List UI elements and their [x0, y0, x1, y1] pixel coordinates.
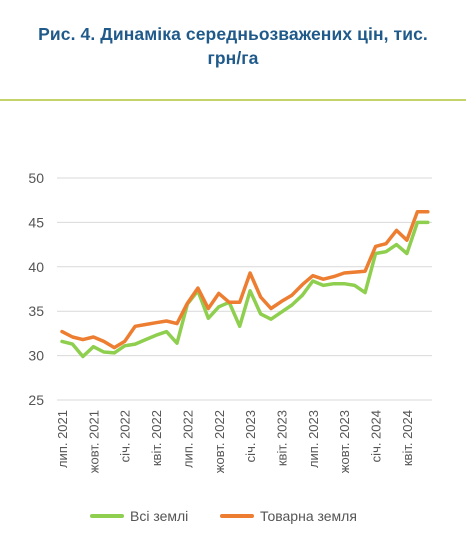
legend: Всі землі Товарна земля — [90, 508, 357, 524]
chart-title-line-2: грн/га — [207, 48, 259, 68]
series-lines — [60, 209, 430, 359]
x-tick-label: січ. 2023 — [243, 410, 258, 462]
series-line-all-lands — [60, 220, 430, 359]
y-axis-ticks: 25 30 35 40 45 50 — [28, 170, 44, 408]
x-tick-label: жовт. 2023 — [337, 410, 352, 473]
y-tick-label: 45 — [28, 214, 44, 230]
chart-title-line-1: Рис. 4. Динаміка середньозважених цін, т… — [38, 24, 428, 44]
title-divider — [0, 99, 466, 101]
legend-label-0: Всі землі — [130, 508, 188, 524]
x-tick-label: квіт. 2022 — [149, 410, 164, 466]
x-tick-label: квіт. 2024 — [400, 410, 415, 466]
y-tick-label: 50 — [28, 170, 44, 186]
y-tick-label: 40 — [28, 259, 44, 275]
x-tick-label: січ. 2024 — [369, 410, 384, 462]
x-tick-label: жовт. 2021 — [86, 410, 101, 473]
x-tick-label: квіт. 2023 — [274, 410, 289, 466]
y-tick-label: 30 — [28, 348, 44, 364]
x-tick-label: січ. 2022 — [118, 410, 133, 462]
y-tick-label: 35 — [28, 303, 44, 319]
legend-label-1: Товарна земля — [260, 508, 357, 524]
y-tick-label: 25 — [28, 392, 44, 408]
x-tick-label: жовт. 2022 — [212, 410, 227, 473]
x-axis-ticks: лип. 2021 жовт. 2021 січ. 2022 квіт. 2022 ли… — [55, 410, 415, 473]
x-tick-label: лип. 2022 — [180, 410, 195, 468]
x-tick-label: лип. 2023 — [306, 410, 321, 468]
chart-title: Рис. 4. Динаміка середньозважених цін, т… — [0, 22, 466, 70]
x-tick-label: лип. 2021 — [55, 410, 70, 468]
series-line-commodity-land — [60, 209, 430, 350]
